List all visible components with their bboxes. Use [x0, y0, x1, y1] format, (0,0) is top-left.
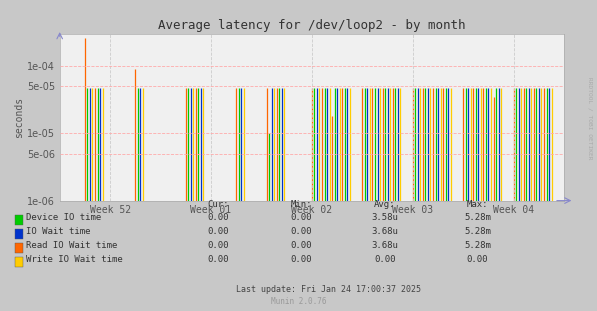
Text: 0.00: 0.00 [291, 241, 312, 250]
Text: Cur:: Cur: [207, 200, 229, 209]
Text: 5.28m: 5.28m [464, 241, 491, 250]
Text: 0.00: 0.00 [291, 213, 312, 222]
Text: Read IO Wait time: Read IO Wait time [26, 241, 117, 250]
Text: 3.68u: 3.68u [371, 227, 399, 236]
Text: 0.00: 0.00 [207, 255, 229, 264]
Text: 0.00: 0.00 [207, 241, 229, 250]
Text: Write IO Wait time: Write IO Wait time [26, 255, 122, 264]
Text: 0.00: 0.00 [374, 255, 396, 264]
Text: 0.00: 0.00 [207, 227, 229, 236]
Text: Avg:: Avg: [374, 200, 396, 209]
Text: 0.00: 0.00 [291, 255, 312, 264]
Title: Average latency for /dev/loop2 - by month: Average latency for /dev/loop2 - by mont… [158, 19, 466, 32]
Text: Max:: Max: [467, 200, 488, 209]
Text: Min:: Min: [291, 200, 312, 209]
Text: RRDTOOL / TOBI OETIKER: RRDTOOL / TOBI OETIKER [587, 77, 592, 160]
Text: 0.00: 0.00 [467, 255, 488, 264]
Text: IO Wait time: IO Wait time [26, 227, 90, 236]
Y-axis label: seconds: seconds [14, 97, 24, 138]
Text: 3.68u: 3.68u [371, 241, 399, 250]
Text: 0.00: 0.00 [291, 227, 312, 236]
Text: Device IO time: Device IO time [26, 213, 101, 222]
Text: 5.28m: 5.28m [464, 213, 491, 222]
Text: Munin 2.0.76: Munin 2.0.76 [271, 297, 326, 306]
Text: 0.00: 0.00 [207, 213, 229, 222]
Text: 3.58u: 3.58u [371, 213, 399, 222]
Text: 5.28m: 5.28m [464, 227, 491, 236]
Text: Last update: Fri Jan 24 17:00:37 2025: Last update: Fri Jan 24 17:00:37 2025 [236, 285, 421, 294]
